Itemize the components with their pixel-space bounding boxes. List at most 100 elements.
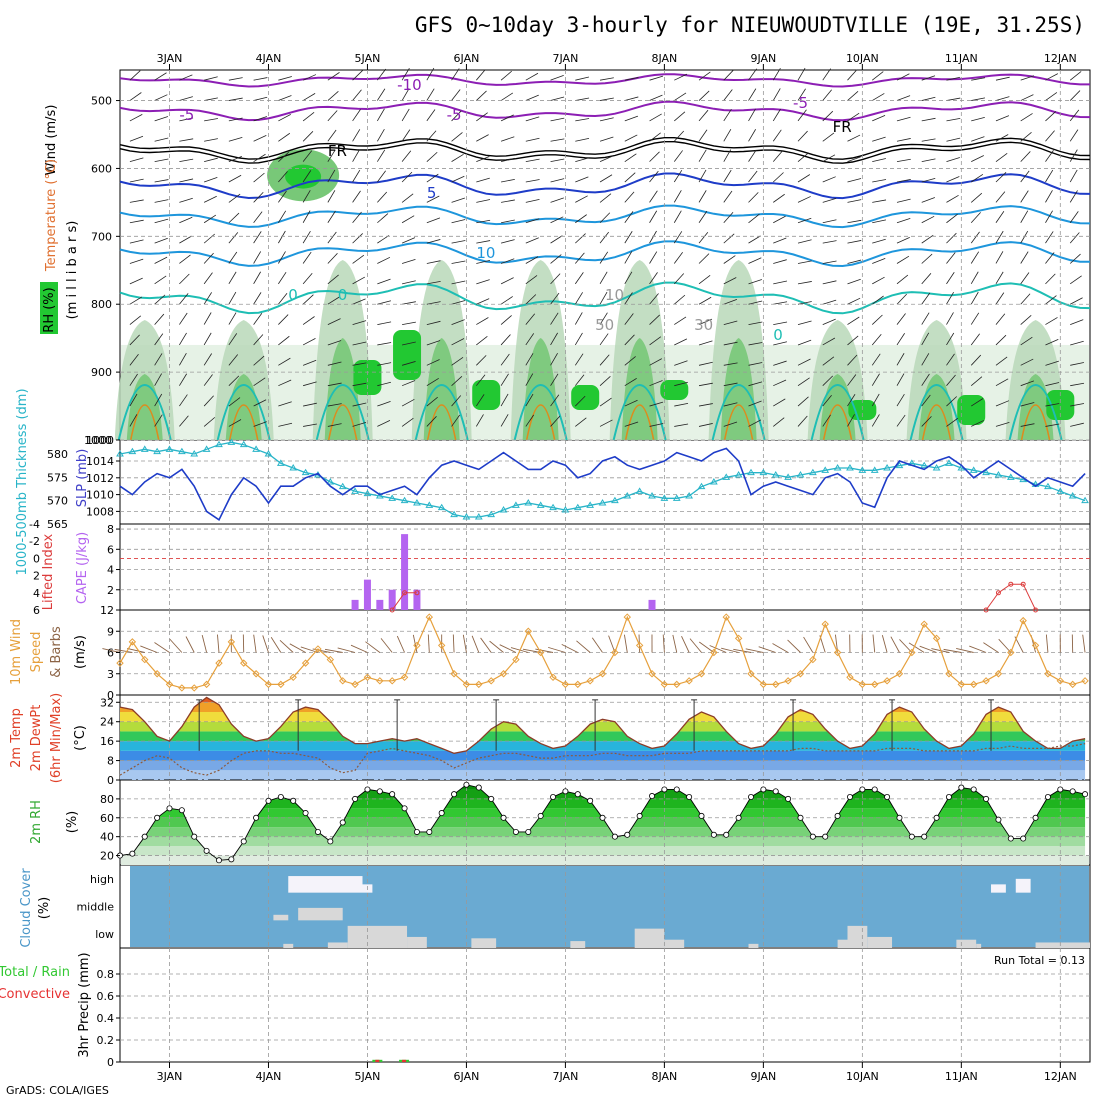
thickness-point	[425, 501, 434, 508]
cloud-cell-middle	[273, 914, 289, 921]
wind-speed-point	[673, 680, 681, 689]
upper-wind-barb	[649, 210, 658, 223]
upper-wind-barb	[253, 292, 262, 305]
upper-wind-barb	[253, 377, 266, 387]
temp-contour-minus10	[119, 73, 1090, 88]
upper-wind-barb	[451, 280, 466, 285]
upper-wind-barb	[797, 358, 811, 366]
upper-wind-barb	[278, 401, 292, 407]
upper-wind-barb	[253, 251, 262, 264]
p5-label-1: 2m Temp	[9, 708, 24, 768]
upper-wind-barb	[352, 190, 361, 203]
li-point	[402, 590, 408, 596]
upper-wind-barb	[129, 199, 144, 203]
upper-wind-barb	[476, 90, 487, 101]
upper-wind-barb	[550, 292, 560, 305]
surface-wind-barb	[890, 636, 900, 653]
surface-wind-barb	[919, 645, 937, 653]
upper-wind-barb	[451, 240, 466, 244]
wind-speed-point	[598, 670, 607, 678]
upper-wind-barb	[129, 414, 138, 427]
upper-wind-barb	[624, 251, 633, 264]
upper-wind-barb	[847, 112, 860, 122]
upper-wind-barb	[203, 233, 216, 244]
upper-wind-barb	[278, 190, 287, 203]
bottom-date-10jan: 10JAN	[846, 1070, 879, 1083]
upper-wind-barb	[377, 381, 392, 387]
upper-wind-barb	[574, 272, 584, 285]
wind-speed-point	[1044, 670, 1052, 678]
upper-wind-barb	[327, 403, 342, 407]
upper-wind-barb	[1045, 317, 1058, 325]
upper-wind-barb	[401, 129, 411, 142]
wind-speed-point	[549, 673, 557, 681]
upper-wind-barb	[154, 294, 166, 305]
upper-wind-barb	[772, 67, 781, 81]
surface-wind-barb	[681, 636, 690, 653]
thickness-point	[289, 464, 298, 471]
temp-contour-warm	[228, 404, 259, 441]
upper-wind-barb	[476, 199, 491, 203]
cloud-cell-middle	[298, 907, 343, 921]
upper-wind-barb	[971, 420, 985, 427]
upper-wind-barb	[154, 256, 168, 264]
thickness-point	[177, 447, 186, 455]
upper-wind-barb	[673, 169, 683, 183]
upper-wind-barb	[995, 422, 1010, 427]
thickness-point	[784, 473, 792, 480]
upper-wind-barb	[1045, 130, 1055, 142]
upper-wind-barb	[476, 317, 489, 325]
rh-point	[574, 791, 581, 798]
upper-wind-barb	[476, 156, 490, 163]
contour-label: FR	[328, 142, 347, 160]
upper-wind-barb	[302, 316, 315, 325]
upper-wind-barb	[723, 277, 737, 285]
upper-wind-barb	[1020, 94, 1034, 101]
upper-wind-barb	[946, 291, 954, 305]
thickness-point	[808, 468, 817, 476]
upper-wind-barb	[476, 112, 488, 122]
upper-wind-barb	[278, 230, 286, 244]
upper-wind-barb	[500, 334, 511, 346]
temp-contour-warm	[822, 404, 853, 441]
upper-wind-barb	[525, 313, 536, 325]
upper-wind-barb	[377, 342, 392, 346]
rh-point	[599, 814, 606, 821]
pressure-tick-label: 800	[91, 298, 112, 311]
rh-tick-label: 20	[100, 850, 114, 863]
rh-point	[141, 833, 148, 840]
thickness-point	[1044, 482, 1052, 490]
wind-speed-point	[1031, 641, 1040, 650]
upper-wind-barb	[1045, 295, 1057, 305]
upper-wind-barb	[1070, 340, 1084, 346]
wind-speed-point	[1019, 616, 1027, 625]
upper-wind-barb	[797, 396, 809, 407]
rh-band	[120, 784, 1086, 790]
upper-wind-barb	[401, 237, 416, 244]
upper-wind-barb	[649, 380, 663, 387]
upper-wind-barb	[773, 193, 785, 203]
p5-units: (°C)	[73, 725, 88, 751]
upper-wind-barb	[872, 136, 886, 142]
upper-wind-barb	[970, 333, 980, 346]
upper-wind-barb	[377, 278, 391, 285]
upper-wind-barb	[921, 177, 936, 183]
upper-wind-barb	[550, 353, 558, 366]
upper-wind-barb	[451, 319, 465, 325]
upper-wind-barb	[426, 173, 439, 183]
upper-wind-barb	[401, 417, 414, 427]
upper-wind-barb	[302, 190, 311, 203]
thickness-point	[833, 464, 842, 471]
surface-wind-barb	[471, 635, 480, 653]
upper-wind-barb	[476, 279, 490, 285]
upper-wind-barb	[995, 251, 1004, 264]
upper-wind-barb	[872, 179, 887, 183]
upper-wind-barb	[401, 258, 416, 264]
upper-wind-barb	[995, 191, 1006, 203]
upper-wind-barb	[426, 281, 441, 285]
upper-wind-barb	[327, 382, 342, 387]
upper-wind-barb	[1045, 423, 1060, 427]
upper-wind-barb	[302, 272, 313, 285]
wind-speed-point	[759, 680, 768, 689]
upper-wind-barb	[550, 235, 563, 244]
